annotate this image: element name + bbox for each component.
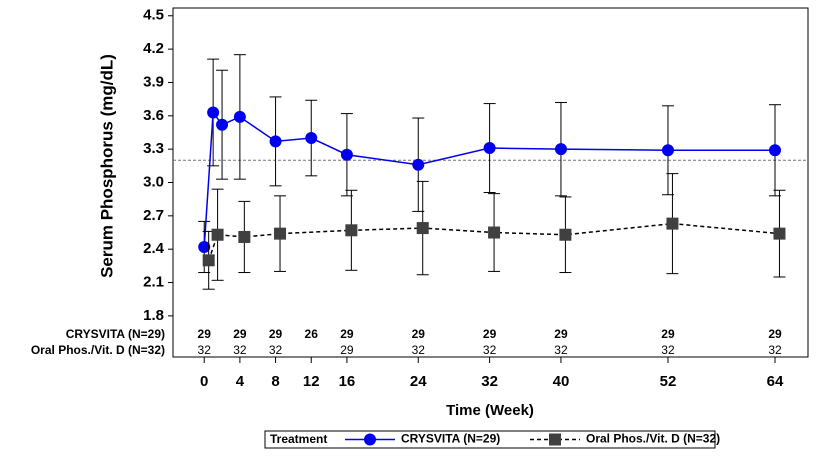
marker: [216, 118, 229, 131]
x-axis-label: Time (Week): [446, 402, 534, 419]
at-risk-count: 29: [198, 327, 212, 341]
marker: [211, 228, 224, 241]
y-axis-label: Serum Phosphorus (mg/dL): [97, 54, 116, 278]
at-risk-count: 29: [233, 327, 247, 341]
at-risk-count: 29: [412, 327, 426, 341]
at-risk-count: 29: [483, 327, 497, 341]
at-risk-count: 29: [340, 343, 354, 357]
marker: [305, 132, 318, 145]
legend-marker: [364, 433, 376, 446]
at-risk-count: 32: [233, 343, 247, 357]
legend-box: [264, 430, 716, 449]
legend-marker: [549, 433, 561, 446]
x-tick-label: 64: [767, 373, 784, 390]
y-tick-label: 1.8: [143, 307, 164, 324]
legend-title: Treatment: [270, 432, 327, 446]
at-risk-label: Oral Phos./Vit. D (N=32): [31, 343, 165, 357]
marker: [207, 106, 220, 119]
marker: [202, 254, 215, 267]
at-risk-count: 26: [305, 327, 319, 341]
at-risk-count: 32: [554, 343, 568, 357]
marker: [559, 228, 572, 241]
x-tick-label: 0: [200, 373, 208, 390]
at-risk-count: 32: [269, 343, 283, 357]
at-risk-count: 29: [661, 327, 675, 341]
marker: [488, 226, 501, 239]
marker: [661, 144, 674, 157]
x-tick-label: 40: [553, 373, 570, 390]
marker: [769, 144, 782, 157]
marker: [412, 158, 425, 171]
marker: [198, 240, 211, 253]
y-tick-label: 2.7: [143, 207, 164, 224]
marker: [554, 143, 567, 156]
at-risk-count: 29: [269, 327, 283, 341]
marker: [340, 148, 353, 161]
x-tick-label: 24: [410, 373, 427, 390]
x-tick-label: 12: [303, 373, 320, 390]
y-tick-label: 3.9: [143, 73, 164, 90]
at-risk-count: 32: [768, 343, 782, 357]
y-tick-label: 3.0: [143, 173, 164, 190]
marker: [666, 217, 679, 230]
legend-label: CRYSVITA (N=29): [401, 432, 500, 446]
legend-label: Oral Phos./Vit. D (N=32): [586, 432, 720, 446]
marker: [233, 110, 246, 123]
y-tick-label: 3.3: [143, 140, 164, 157]
y-tick-label: 2.4: [143, 240, 165, 257]
at-risk-count: 32: [198, 343, 212, 357]
at-risk-count: 29: [554, 327, 568, 341]
marker: [773, 227, 786, 240]
marker: [238, 230, 251, 243]
x-tick-label: 16: [339, 373, 356, 390]
x-tick-label: 8: [271, 373, 279, 390]
y-tick-label: 3.6: [143, 107, 164, 124]
x-tick-label: 4: [236, 373, 245, 390]
marker: [483, 142, 496, 155]
x-tick-label: 32: [481, 373, 498, 390]
y-tick-label: 2.1: [143, 274, 164, 291]
at-risk-count: 32: [412, 343, 426, 357]
x-tick-label: 52: [660, 373, 677, 390]
at-risk-count: 29: [768, 327, 782, 341]
at-risk-count: 32: [661, 343, 675, 357]
y-tick-label: 4.5: [143, 7, 164, 24]
y-tick-label: 4.2: [143, 40, 164, 57]
marker: [269, 135, 282, 148]
series-line: [207, 222, 780, 261]
plot-frame: [172, 7, 809, 358]
at-risk-label: CRYSVITA (N=29): [66, 327, 165, 341]
at-risk-count: 29: [340, 327, 354, 341]
marker: [345, 224, 358, 237]
marker: [416, 222, 429, 235]
marker: [274, 227, 287, 240]
at-risk-count: 32: [483, 343, 497, 357]
